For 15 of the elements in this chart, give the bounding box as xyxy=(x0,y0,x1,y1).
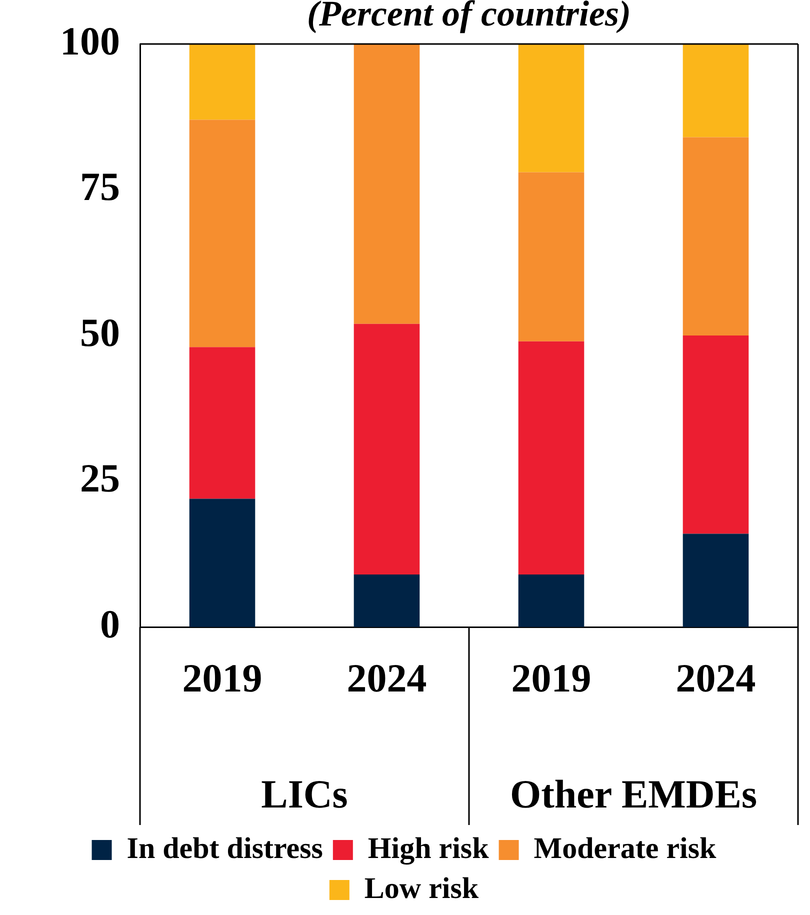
text: LICs xyxy=(261,771,348,816)
y-tick-label: 50 xyxy=(80,310,120,355)
x-tick-label: 2024 xyxy=(676,655,756,700)
y-tick-label: 75 xyxy=(80,164,120,210)
y-tick-label: 0 xyxy=(100,601,120,646)
legend-label: High risk xyxy=(368,832,490,865)
legend-label: Moderate risk xyxy=(534,832,717,865)
x-tick-label: 2019 xyxy=(511,655,592,700)
y-tick-label: 25 xyxy=(80,456,120,501)
x-tick-label: 2024 xyxy=(346,655,427,700)
text: Other EMDEs xyxy=(510,771,758,816)
legend-label: Low risk xyxy=(364,872,479,905)
y-tick-label: 100 xyxy=(60,18,120,64)
x-tick-label: 2019 xyxy=(182,655,262,700)
legend-label: In debt distress xyxy=(126,832,323,865)
